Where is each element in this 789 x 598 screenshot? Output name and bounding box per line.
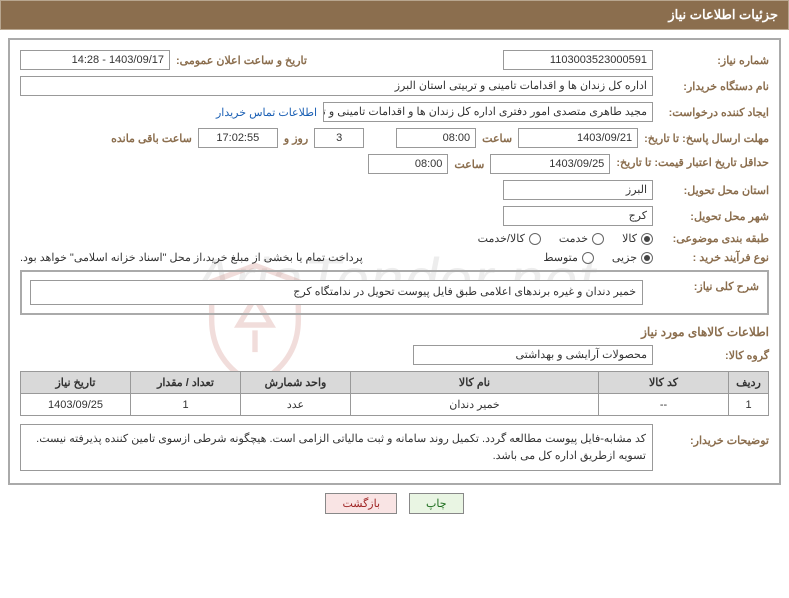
table-header: واحد شمارش <box>241 372 351 394</box>
delivery-province-label: استان محل تحویل: <box>659 184 769 197</box>
purchase-process-option[interactable]: جزیی <box>612 251 653 264</box>
goods-group: محصولات آرایشی و بهداشتی <box>413 345 653 365</box>
purchase-process-option-label: متوسط <box>543 251 578 264</box>
reply-deadline-label: مهلت ارسال پاسخ: تا تاریخ: <box>644 132 769 145</box>
goods-table: ردیفکد کالانام کالاواحد شمارشتعداد / مقد… <box>20 371 769 416</box>
subject-class-option-label: خدمت <box>559 232 588 245</box>
table-header: ردیف <box>729 372 769 394</box>
table-cell: -- <box>599 394 729 416</box>
buyer-org: اداره کل زندان ها و اقدامات تامینی و ترب… <box>20 76 653 96</box>
reply-deadline-date: 1403/09/21 <box>518 128 638 148</box>
purchase-process-group: جزیی متوسط <box>543 251 653 264</box>
table-header: تاریخ نیاز <box>21 372 131 394</box>
price-validity-label: حداقل تاریخ اعتبار قیمت: تا تاریخ: <box>616 157 769 170</box>
page-title: جزئیات اطلاعات نیاز <box>668 7 778 22</box>
table-header: نام کالا <box>351 372 599 394</box>
delivery-city-label: شهر محل تحویل: <box>659 210 769 223</box>
announce-datetime-label: تاریخ و ساعت اعلان عمومی: <box>176 54 307 67</box>
table-cell: عدد <box>241 394 351 416</box>
price-validity-date: 1403/09/25 <box>490 154 610 174</box>
subject-class-option[interactable]: کالا/خدمت <box>478 232 541 245</box>
radio-icon <box>582 252 594 264</box>
radio-icon <box>529 233 541 245</box>
page-title-bar: جزئیات اطلاعات نیاز <box>0 0 789 30</box>
delivery-city: کرج <box>503 206 653 226</box>
payment-note: پرداخت تمام یا بخشی از مبلغ خرید،از محل … <box>20 251 363 264</box>
buyer-org-label: نام دستگاه خریدار: <box>659 80 769 93</box>
subject-class-option[interactable]: خدمت <box>559 232 604 245</box>
hour-label-1: ساعت <box>482 132 512 145</box>
buyer-contact-link[interactable]: اطلاعات تماس خریدار <box>216 106 317 119</box>
table-header: کد کالا <box>599 372 729 394</box>
table-row: 1--خمیر دندانعدد11403/09/25 <box>21 394 769 416</box>
remaining-time: 17:02:55 <box>198 128 278 148</box>
details-panel: شماره نیاز: 1103003523000591 تاریخ و ساع… <box>8 38 781 485</box>
action-buttons: چاپ بازگشت <box>0 493 789 514</box>
table-cell: خمیر دندان <box>351 394 599 416</box>
purchase-process-label: نوع فرآیند خرید : <box>659 251 769 264</box>
announce-datetime: 1403/09/17 - 14:28 <box>20 50 170 70</box>
table-cell: 1 <box>729 394 769 416</box>
request-creator-label: ایجاد کننده درخواست: <box>659 106 769 119</box>
radio-icon <box>592 233 604 245</box>
buyer-notes: کد مشابه-فایل پیوست مطالعه گردد. تکمیل ر… <box>20 424 653 471</box>
table-header: تعداد / مقدار <box>131 372 241 394</box>
subject-class-group: کالا خدمت کالا/خدمت <box>478 232 653 245</box>
goods-group-label: گروه کالا: <box>659 349 769 362</box>
radio-icon <box>641 252 653 264</box>
buyer-notes-label: توضیحات خریدار: <box>659 424 769 447</box>
subject-class-label: طبقه بندی موضوعی: <box>659 232 769 245</box>
subject-class-option-label: کالا/خدمت <box>478 232 525 245</box>
overall-desc: خمیر دندان و غیره برندهای اعلامی طبق فای… <box>30 280 643 305</box>
print-button[interactable]: چاپ <box>409 493 464 514</box>
purchase-process-option-label: جزیی <box>612 251 637 264</box>
radio-icon <box>641 233 653 245</box>
table-cell: 1403/09/25 <box>21 394 131 416</box>
back-button[interactable]: بازگشت <box>325 493 397 514</box>
goods-section-title: اطلاعات کالاهای مورد نیاز <box>20 325 769 339</box>
price-validity-hour: 08:00 <box>368 154 448 174</box>
purchase-process-option[interactable]: متوسط <box>543 251 594 264</box>
subject-class-option[interactable]: کالا <box>622 232 653 245</box>
delivery-province: البرز <box>503 180 653 200</box>
overall-desc-box: شرح کلی نیاز: خمیر دندان و غیره برندهای … <box>20 270 769 315</box>
overall-desc-label: شرح کلی نیاز: <box>649 280 759 293</box>
need-number-label: شماره نیاز: <box>659 54 769 67</box>
table-cell: 1 <box>131 394 241 416</box>
reply-deadline-hour: 08:00 <box>396 128 476 148</box>
days-and-label: روز و <box>284 132 308 145</box>
remaining-days: 3 <box>314 128 364 148</box>
remaining-label: ساعت باقی مانده <box>111 132 192 145</box>
need-number: 1103003523000591 <box>503 50 653 70</box>
subject-class-option-label: کالا <box>622 232 637 245</box>
hour-label-2: ساعت <box>454 158 484 171</box>
request-creator: مجید طاهری متصدی امور دفتری اداره کل زند… <box>323 102 653 122</box>
